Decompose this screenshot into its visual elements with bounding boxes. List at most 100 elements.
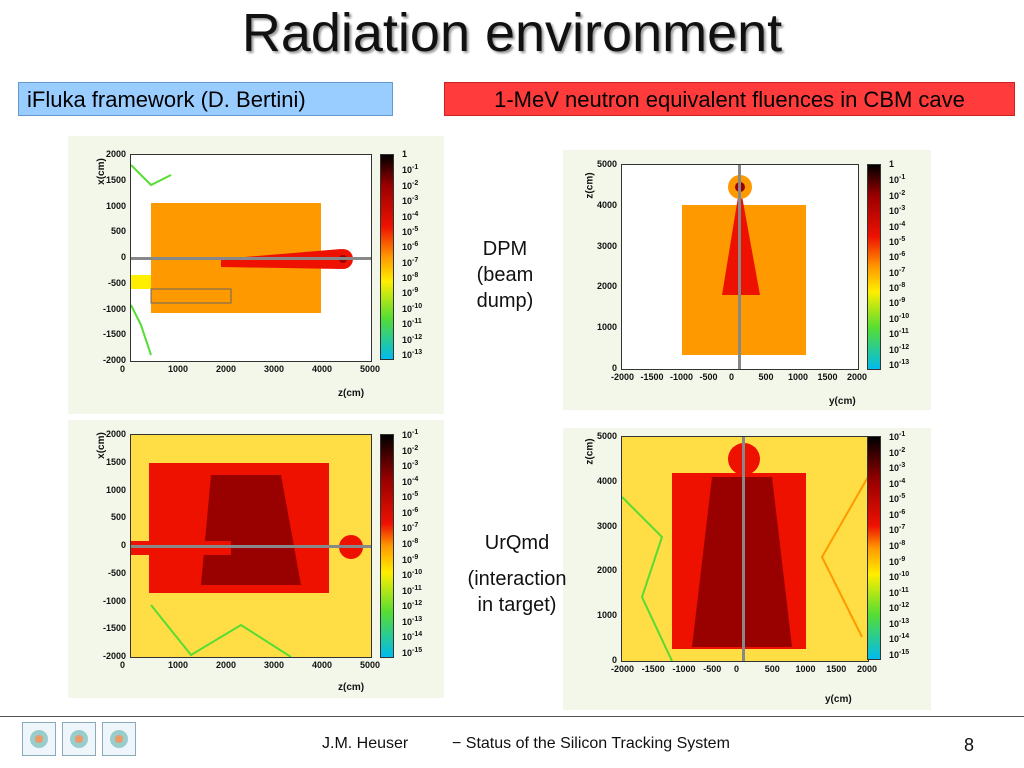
tick-label: -1000 — [670, 372, 694, 382]
tick-label: 4000 — [312, 660, 333, 670]
label-dpm: DPM (beam dump) — [476, 238, 534, 312]
plot-dpm-zx: x(cm) z(cm) 0 1000 2000 3000 4000 5000 2000 150… — [68, 136, 444, 414]
tick-label: 1500 — [105, 456, 126, 467]
tick-label: 1000 — [788, 372, 809, 382]
tick-label: 3000 — [596, 240, 617, 251]
colorbar — [867, 164, 881, 370]
colorbar — [867, 436, 881, 660]
colorbar-label: 10-9 — [402, 287, 419, 299]
footer-title: − Status of the Silicon Tracking System — [452, 735, 730, 752]
tick-label: 1000 — [105, 200, 126, 211]
z-axis-label: z(cm) — [584, 172, 596, 199]
tick-label: 1000 — [168, 364, 189, 374]
tick-label: -2000 — [611, 664, 635, 674]
colorbar-label: 10-8 — [889, 282, 906, 294]
colorbar-label: 10-4 — [402, 210, 419, 222]
tick-label: 0 — [120, 660, 126, 670]
tick-label: 1000 — [596, 322, 617, 333]
tick-label: 2000 — [596, 281, 617, 292]
colorbar-label: 10-10 — [402, 569, 423, 581]
colorbar-label: 10-4 — [889, 220, 906, 232]
colorbar-label: 10-10 — [889, 312, 910, 324]
footer-author: J.M. Heuser — [322, 735, 409, 752]
colorbar-label: 10-5 — [889, 493, 906, 505]
tick-label: 0 — [729, 372, 735, 382]
tick-label: -500 — [107, 277, 126, 288]
colorbar-label: 10-7 — [889, 266, 906, 278]
colorbar-label: 10-12 — [889, 343, 910, 355]
colorbar-label: 10-1 — [889, 174, 906, 186]
colorbar-label: 10-12 — [402, 600, 423, 612]
tick-label: -500 — [703, 664, 722, 674]
tick-label: 5000 — [360, 660, 381, 670]
tick-label: 2000 — [857, 664, 878, 674]
colorbar-label: 1 — [402, 149, 408, 159]
colorbar-label: 10-5 — [889, 235, 906, 247]
plot-area — [621, 436, 869, 662]
colorbar-label: 1 — [889, 159, 895, 169]
tick-label: -2000 — [102, 355, 126, 365]
colorbar-label: 10-10 — [889, 571, 910, 583]
tick-label: 3000 — [596, 520, 617, 531]
colorbar-label: 10-6 — [402, 506, 419, 518]
tick-label: 2000 — [216, 660, 237, 670]
label-urqmd: UrQmd (interaction in target) — [467, 532, 567, 616]
plot-area — [130, 154, 372, 362]
colorbar-label: 10-3 — [889, 462, 906, 474]
tick-label: -1000 — [672, 664, 696, 674]
tick-label: -2000 — [102, 651, 126, 661]
colorbar-label: 10-6 — [402, 241, 419, 253]
footer-divider — [0, 716, 1024, 717]
colorbar-label: 10-7 — [889, 524, 906, 536]
tick-label: 4000 — [596, 475, 617, 486]
colorbar-label: 10-9 — [402, 553, 419, 565]
colorbar-label: 10-1 — [402, 429, 419, 440]
tick-label: 2000 — [105, 149, 126, 159]
plot-area — [621, 164, 859, 370]
plot-dpm-yz: z(cm) y(cm) -2000 -1500 -1000 -500 0 500 1000 1… — [563, 150, 931, 410]
colorbar-label: 10-14 — [402, 631, 423, 643]
tick-label: 500 — [110, 226, 126, 237]
tick-label: 1000 — [105, 484, 126, 495]
tick-label: 0 — [611, 363, 617, 373]
tick-label: -1500 — [641, 664, 665, 674]
colorbar-label: 10-7 — [402, 256, 419, 268]
tick-label: 4000 — [312, 364, 333, 374]
z-axis-label: z(cm) — [584, 438, 596, 465]
y-axis-label: y(cm) — [829, 396, 856, 407]
colorbar-label: 10-11 — [889, 586, 909, 598]
tick-label: 5000 — [596, 431, 617, 441]
tick-label: -1000 — [102, 595, 126, 606]
tick-label: 2000 — [847, 372, 868, 382]
tick-label: 0 — [611, 655, 617, 665]
colorbar-label: 10-10 — [402, 302, 423, 314]
colorbar-label: 10-12 — [889, 602, 910, 614]
tick-label: -1500 — [640, 372, 664, 382]
colorbar-label: 10-2 — [402, 444, 419, 456]
y-axis-label: y(cm) — [825, 694, 852, 705]
colorbar-label: 10-9 — [889, 555, 906, 567]
colorbar-label: 10-2 — [402, 179, 419, 191]
colorbar-label: 10-8 — [402, 272, 419, 284]
tick-label: 5000 — [360, 364, 381, 374]
fluence-map — [131, 435, 371, 657]
tick-label: 1000 — [168, 660, 189, 670]
colorbar-label: 10-7 — [402, 522, 419, 534]
tick-label: 3000 — [264, 660, 285, 670]
tick-label: 0 — [734, 664, 740, 674]
tick-label: 5000 — [596, 159, 617, 169]
slide-title: Radiation environment — [241, 3, 783, 63]
tick-label: 1500 — [826, 664, 847, 674]
tick-label: 1500 — [105, 174, 126, 185]
fluence-label: 1-MeV neutron equivalent fluences in CBM… — [444, 82, 1015, 116]
tick-label: -2000 — [611, 372, 635, 382]
colorbar-label: 10-8 — [889, 540, 906, 551]
colorbar-label: 10-13 — [889, 359, 910, 370]
z-axis-label: z(cm) — [338, 388, 365, 399]
page-number: 8 — [964, 735, 975, 755]
plot-urqmd-zx: x(cm) z(cm) 0 1000 2000 3000 4000 5000 2000 150… — [68, 420, 444, 698]
tick-label: 1000 — [795, 664, 816, 674]
tick-label: 1000 — [596, 610, 617, 621]
colorbar-label: 10-13 — [402, 349, 423, 360]
logo-icon — [62, 722, 96, 756]
